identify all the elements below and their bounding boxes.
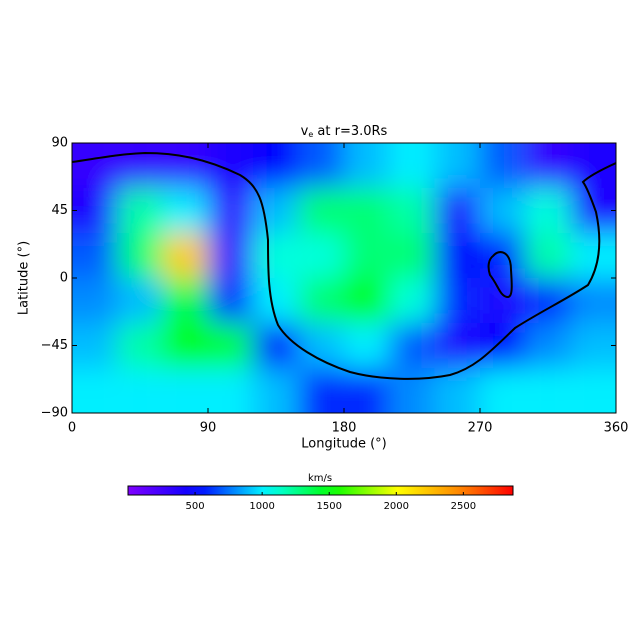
heatmap-cell [389,278,435,323]
heatmap-cell [389,143,435,188]
heatmap-cell [162,278,208,323]
heatmap-cell [72,188,118,233]
heatmap-cell [344,323,390,368]
heatmap-cell [162,368,208,413]
heatmap-cell [344,278,390,323]
y-axis-label: Latitude (°) [17,241,32,315]
x-tick-label: 90 [200,421,217,436]
heatmap-cell [208,278,254,323]
chart-title: ve at r=3.0Rs [301,124,388,139]
colorbar-tick-label: 1000 [249,501,274,512]
heatmap-cell [117,233,163,278]
y-tick-label: 0 [60,271,68,286]
heatmap-cell [162,143,208,188]
heatmap-cell [480,143,526,188]
heatmap-cell [253,233,299,278]
heatmap-cell [480,368,526,413]
heatmap-cell [72,278,118,323]
heatmap-cell [298,188,344,233]
heatmap-cell [208,143,254,188]
colorbar-tick-label: 2000 [384,501,409,512]
heatmap-cell [525,368,571,413]
x-tick-label: 180 [332,421,357,436]
heatmap-cell [208,233,254,278]
heatmap-cell [434,323,480,368]
heatmap-cell [72,143,118,188]
y-tick-label: 45 [51,203,68,218]
heatmap-cell [72,233,118,278]
heatmap-cell [570,323,616,368]
heatmap-cell [480,323,526,368]
heatmap-cell [298,233,344,278]
heatmap-cell [253,278,299,323]
heatmap-cell [162,323,208,368]
heatmap-cell [117,188,163,233]
x-tick-label: 0 [68,421,76,436]
heatmap-cell [72,368,118,413]
heatmap-cell [570,188,616,233]
heatmap-cell [389,188,435,233]
heatmap-cell [253,323,299,368]
heatmap-cell [434,188,480,233]
heatmap-cell [570,233,616,278]
heatmap-cell [117,368,163,413]
heatmap-cell [117,323,163,368]
heatmap-cell [208,368,254,413]
y-tick-label: 90 [51,136,68,151]
contour-loop [487,251,513,298]
heatmap-cell [570,368,616,413]
x-tick-label: 360 [604,421,629,436]
heatmap-cell [389,368,435,413]
y-tick-label: −90 [41,406,68,421]
heatmap-cell [434,143,480,188]
heatmap-cell [298,278,344,323]
x-axis-label: Longitude (°) [301,437,386,452]
heatmap-cell [298,368,344,413]
heatmap-cell [480,278,526,323]
heatmap-cell [344,233,390,278]
heatmap-cell [389,233,435,278]
y-tick-label: −45 [41,338,68,353]
colorbar [127,485,514,496]
heatmap-cell [162,233,208,278]
heatmap-cell [117,278,163,323]
title-subscript: e [308,130,313,139]
heatmap-cell [253,143,299,188]
title-rest: at r=3.0Rs [313,124,387,139]
heatmap-cell [344,188,390,233]
heatmap-cell [389,323,435,368]
heatmap-cell [253,188,299,233]
colorbar-tick-label: 500 [186,501,205,512]
heatmap-cell [208,323,254,368]
heatmap-cell [434,233,480,278]
heatmap-cell [344,143,390,188]
x-tick-label: 270 [468,421,493,436]
colorbar-tick-label: 2500 [451,501,476,512]
title-main: v [301,124,309,139]
heatmap-cell [525,233,571,278]
heatmap-cell [525,188,571,233]
contour-line [72,151,616,380]
heatmap-cell [72,323,118,368]
heatmap-cell [434,368,480,413]
heatmap-cell [253,368,299,413]
heatmap-cell [298,143,344,188]
heatmap-cell [570,278,616,323]
heatmap-cell [525,143,571,188]
colorbar-label: km/s [308,473,332,484]
heatmap-cell [480,188,526,233]
heatmap-cell [434,278,480,323]
heatmap [72,143,616,413]
heatmap-cell [570,143,616,188]
heatmap-cell [525,323,571,368]
heatmap-cell [162,188,208,233]
colorbar-tick-label: 1500 [316,501,341,512]
heatmap-cell [117,143,163,188]
heatmap-cell [480,233,526,278]
heatmap-cell [208,188,254,233]
